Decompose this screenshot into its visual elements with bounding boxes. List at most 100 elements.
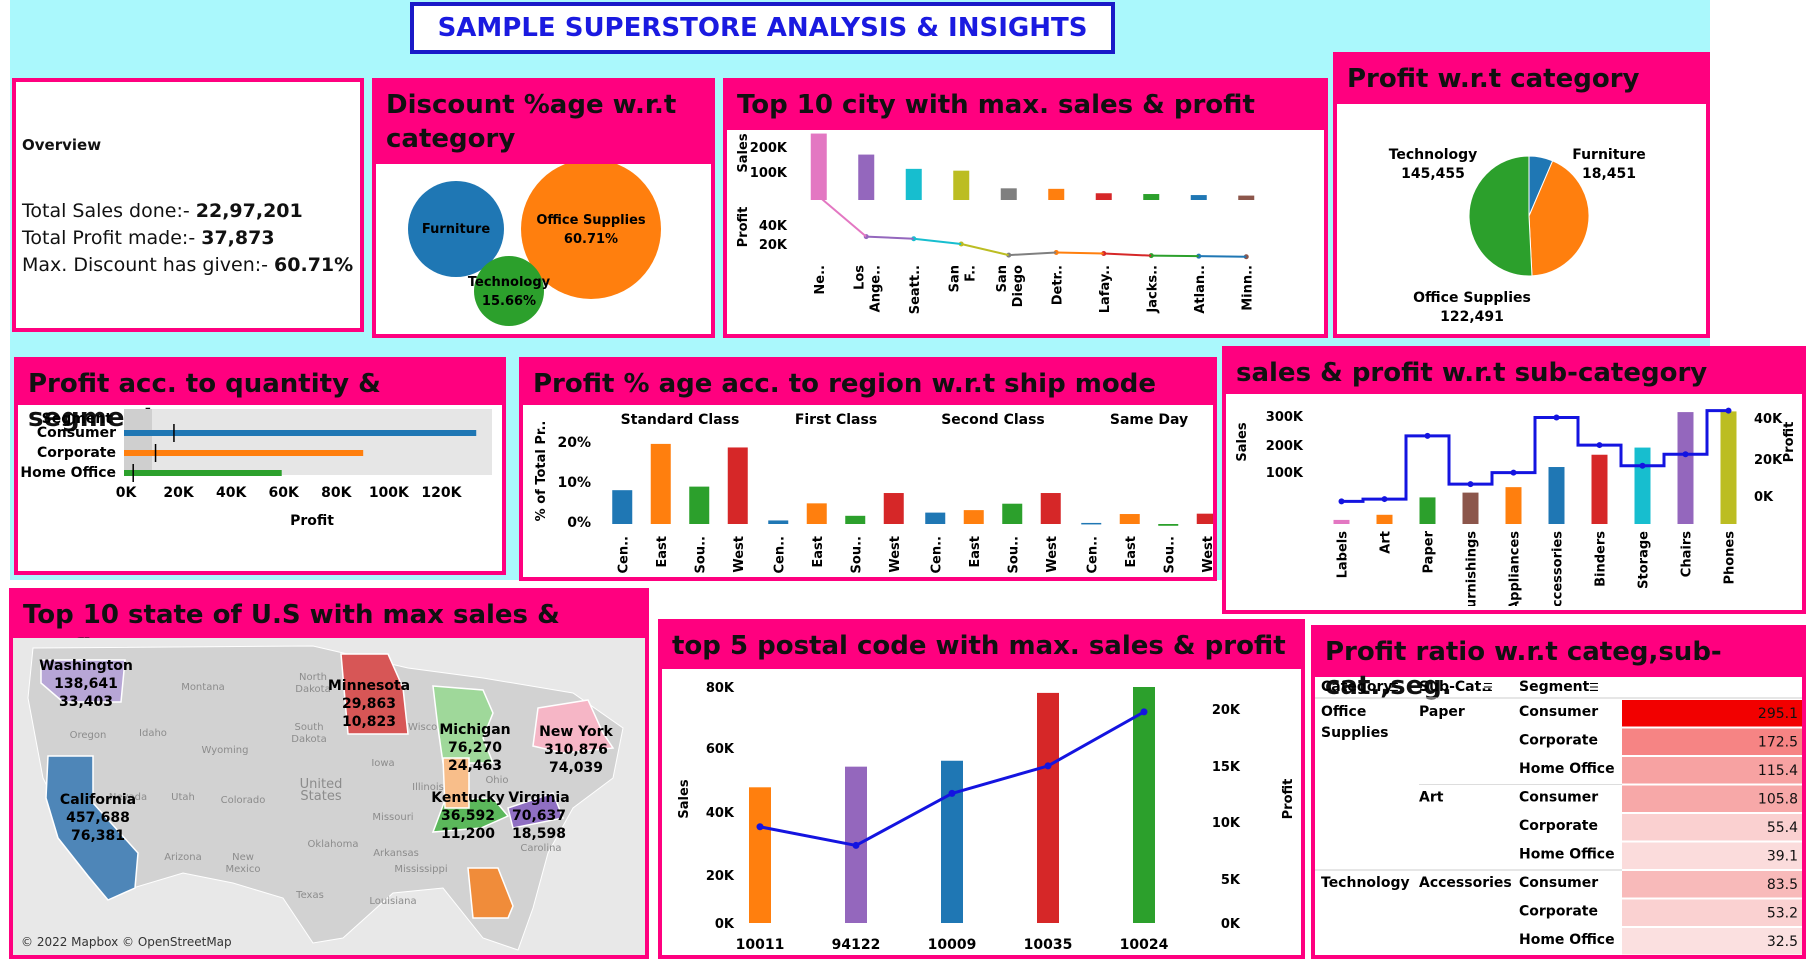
category-label: Sou.. [1006, 536, 1021, 573]
value-text: 55.4 [1767, 820, 1798, 836]
sales-tick: 80K [706, 681, 735, 696]
category-label: Sou.. [849, 536, 864, 573]
category-label: Phones [1723, 531, 1738, 585]
ratio-panel: Profit ratio w.r.t categ,sub-cat.,seg. C… [1311, 625, 1806, 959]
profit-line-segment [1103, 252, 1152, 257]
subcat-cell: Paper [1419, 704, 1465, 720]
region-bar [883, 493, 904, 524]
region-bar [925, 512, 946, 524]
state-profit: 24,463 [448, 758, 502, 774]
map-region-label: Utah [171, 792, 195, 803]
category-label: East [655, 536, 670, 568]
map-region-label: States [300, 789, 341, 804]
category-label: F.. [963, 265, 978, 282]
state-sales: 138,641 [54, 676, 118, 692]
profit-tick: 20K [1212, 703, 1241, 718]
map-region-label: Arkansas [373, 848, 419, 859]
value-cell [1622, 842, 1802, 869]
map-region-label: Colorado [221, 795, 266, 806]
sales-bar [1143, 194, 1160, 200]
sales-axis-label: Sales [736, 133, 751, 172]
group-label: Standard Class [621, 412, 740, 428]
x-tick: 20K [163, 485, 194, 501]
state-name: Minnesota [328, 678, 410, 694]
profit-point [1553, 414, 1560, 421]
dashboard-title: SAMPLE SUPERSTORE ANALYSIS & INSIGHTS [410, 2, 1115, 54]
bubble-0 [521, 159, 661, 299]
category-label: East [968, 536, 983, 568]
segment-label: Consumer [37, 425, 116, 441]
region-bar [963, 510, 984, 524]
map-region-label: Wyoming [202, 745, 249, 756]
bullet-bar [124, 470, 282, 476]
category-label: West [1201, 536, 1213, 573]
category-label: San [947, 265, 962, 292]
category-label: Cen.. [929, 536, 944, 573]
region-bar [768, 520, 789, 524]
profit-line-segment [866, 235, 914, 240]
value-cell [1622, 814, 1802, 841]
segment-cell: Home Office [1519, 761, 1615, 777]
segment-cell: Consumer [1519, 790, 1598, 806]
sales-bar [1000, 188, 1017, 200]
profit-line-segment [1151, 254, 1199, 258]
region-bar [727, 447, 748, 524]
sort-icon: ☰ [1589, 681, 1599, 694]
profit-axis-label: Profit [736, 207, 751, 248]
sales-tick: 60K [706, 742, 735, 757]
map-region-label: Oregon [70, 730, 107, 741]
city-chart: 200K 100K 40K 20K Sales Profit Ne.. Los Ange.. Se… [736, 133, 1255, 314]
map-region-label: Wisconsin [408, 722, 458, 733]
profit-line-segment [818, 195, 867, 238]
sales-bar [858, 154, 875, 200]
category-cell: Supplies [1321, 725, 1389, 741]
group-label: Same Day [1110, 412, 1188, 428]
discount-panel: Discount %age w.r.t category Office Supp… [372, 78, 715, 338]
region-bar [689, 486, 710, 524]
sales-bar [810, 133, 827, 200]
category-label: Atlan.. [1193, 265, 1208, 314]
profit-point [1639, 462, 1646, 469]
profit-tick: 5K [1221, 873, 1241, 888]
group-label: First Class [795, 412, 877, 428]
y-tick: 20% [557, 435, 591, 451]
value-cell [1622, 899, 1802, 926]
category-label: Diego [1011, 265, 1026, 307]
sales-tick: 200K [750, 141, 788, 156]
region-bar [612, 490, 633, 524]
sales-bar [1048, 188, 1065, 200]
region-bar [1158, 524, 1179, 526]
state-washington [40, 659, 126, 703]
sales-bar [1333, 519, 1350, 524]
sales-tick: 40K [706, 806, 735, 821]
value-cell [1622, 928, 1802, 955]
map-region-label: Dakota [295, 684, 330, 695]
y-tick: 10% [557, 475, 591, 491]
subcategory-panel: sales & profit w.r.t sub-category 300K 20… [1222, 346, 1806, 617]
category-label: Labels [1336, 531, 1351, 579]
y-tick: 0% [567, 515, 591, 531]
value-text: 295.1 [1758, 706, 1798, 722]
category-label: Binders [1594, 531, 1609, 587]
pie-label: Office Supplies [1413, 290, 1531, 306]
quantity-title: Profit acc. to quantity & segment [18, 361, 502, 433]
map-region-label: Arizona [164, 852, 202, 863]
profit-line [819, 196, 1247, 256]
category-label: Sou.. [1162, 536, 1177, 573]
profit-line-segment [1008, 251, 1057, 257]
map-region-label: Carolina [520, 843, 561, 854]
value-text: 105.8 [1758, 792, 1798, 808]
sales-bar [749, 787, 771, 923]
profit-point [1044, 762, 1052, 770]
category-label: Seatt.. [908, 265, 923, 314]
x-tick: 120K [421, 485, 462, 501]
region-bar-chart: % of Total Pr.. 20% 10% 0% Standard Class Cen… [534, 412, 1217, 574]
map-region-label: United [300, 777, 343, 792]
subcategory-title: sales & profit w.r.t sub-category [1226, 350, 1802, 394]
state-california [45, 755, 139, 901]
pie-value: 18,451 [1582, 166, 1636, 182]
map-attribution: © 2022 Mapbox © OpenStreetMap [21, 935, 232, 949]
quantity-panel: Profit acc. to quantity & segment Segmen… [14, 357, 506, 575]
map-region-label: Ohio [485, 775, 508, 786]
profit-tick: 40K [1754, 412, 1783, 427]
